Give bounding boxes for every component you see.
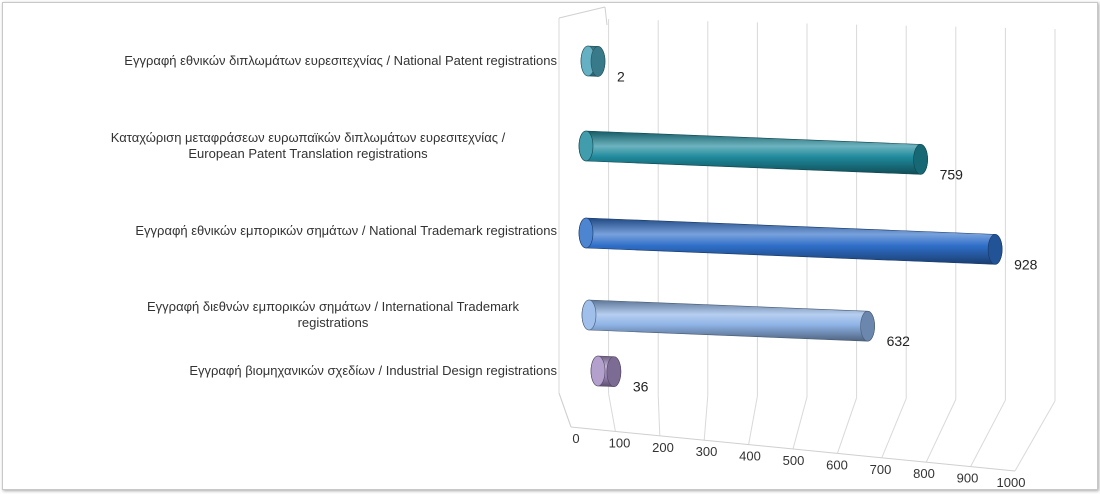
category-label: Εγγραφή εθνικών διπλωμάτων ευρεσιτεχνίας… <box>124 53 557 68</box>
bar <box>578 130 928 175</box>
bar-end <box>913 144 928 175</box>
bar-end <box>860 310 875 342</box>
data-label: 928 <box>1014 256 1038 272</box>
bar-cap <box>578 217 594 249</box>
gridline-floor <box>881 398 907 458</box>
wall-edge <box>558 6 606 19</box>
bar-end <box>987 234 1003 265</box>
gridline-floor <box>925 399 957 463</box>
floor-edge <box>558 392 572 428</box>
data-labels: 2 759 928 632 36 <box>617 68 1038 394</box>
data-label: 2 <box>617 68 625 84</box>
bar-cap <box>578 130 594 162</box>
wall-edge <box>604 6 608 26</box>
bars <box>578 45 1003 387</box>
x-axis-line <box>570 426 1016 472</box>
x-tick-label: 600 <box>826 457 848 472</box>
x-tick-label: 700 <box>870 462 892 477</box>
gridline-floor <box>970 399 1006 467</box>
gridline-floor <box>748 396 758 445</box>
x-tick-label: 100 <box>609 435 631 450</box>
x-axis-ticks: 0 100 200 300 400 500 600 700 800 900 1000 <box>572 431 1025 489</box>
bar-chart: 0 100 200 300 400 500 600 700 800 900 1000 Εγγραφή… <box>111 6 1056 489</box>
bar <box>581 299 875 342</box>
gridline-floor <box>836 397 858 454</box>
bar-end <box>590 46 606 77</box>
gridline-floor <box>657 394 661 436</box>
gridline-floor <box>608 393 616 432</box>
x-tick-label: 1000 <box>997 475 1026 489</box>
data-label: 632 <box>887 333 911 349</box>
category-labels: Εγγραφή εθνικών διπλωμάτων ευρεσιτεχνίας… <box>111 53 558 378</box>
x-tick-label: 800 <box>913 466 935 481</box>
data-label: 36 <box>633 379 649 395</box>
x-tick-label: 200 <box>652 440 674 455</box>
bar-cap <box>590 355 606 387</box>
bar <box>578 217 1003 265</box>
x-tick-label: 0 <box>572 431 579 446</box>
category-label: Εγγραφή εθνικών εμπορικών σημάτων / Nati… <box>135 223 557 238</box>
x-tick-label: 500 <box>783 453 805 468</box>
x-tick-label: 900 <box>957 471 979 486</box>
category-label: Καταχώριση μεταφράσεων ευρωπαϊκών διπλωμ… <box>111 130 506 161</box>
bar-cap <box>581 299 597 331</box>
category-label: Εγγραφή βιομηχανικών σχεδίων / Industria… <box>189 363 557 378</box>
x-tick-label: 400 <box>739 449 761 464</box>
gridline-floor <box>792 396 808 450</box>
gridline-floor <box>1014 400 1056 472</box>
data-label: 759 <box>940 166 964 182</box>
category-label: Εγγραφή διεθνών εμπορικών σημάτων / Inte… <box>147 299 519 330</box>
x-tick-label: 300 <box>696 444 718 459</box>
gridline-floor <box>703 395 709 441</box>
bar-end <box>606 356 622 387</box>
